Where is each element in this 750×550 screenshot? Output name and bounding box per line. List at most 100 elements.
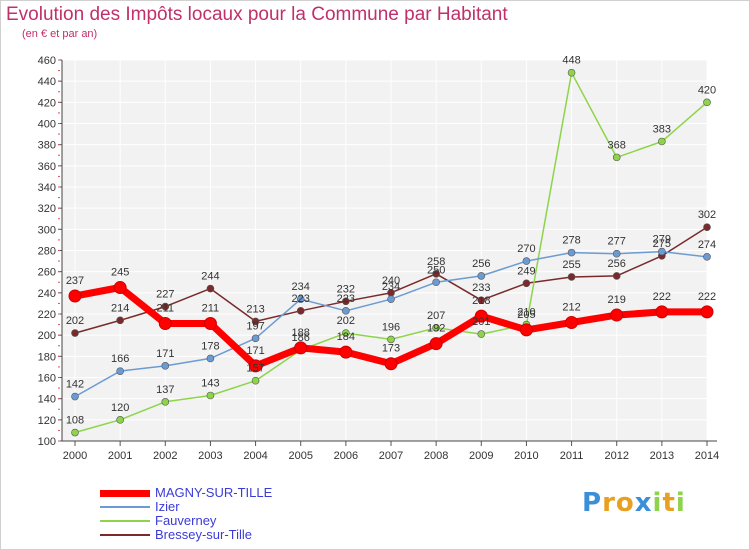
data-point bbox=[116, 367, 124, 375]
data-point bbox=[655, 305, 669, 319]
data-label: 223 bbox=[292, 293, 310, 305]
data-label: 202 bbox=[337, 315, 355, 327]
data-point bbox=[612, 153, 621, 162]
data-point bbox=[477, 330, 486, 338]
data-point bbox=[251, 334, 260, 343]
data-label: 173 bbox=[382, 343, 400, 355]
data-point bbox=[612, 272, 621, 280]
data-label: 137 bbox=[156, 384, 174, 396]
logo-letter: x bbox=[634, 488, 653, 518]
logo-letter: i bbox=[675, 488, 686, 518]
logo-letter: o bbox=[615, 488, 635, 518]
y-tick-label: 240 bbox=[38, 288, 56, 300]
y-tick-label: 400 bbox=[38, 119, 56, 131]
data-point bbox=[387, 295, 395, 303]
data-point bbox=[658, 137, 666, 146]
data-label: 218 bbox=[472, 295, 490, 307]
x-tick-label: 2002 bbox=[153, 450, 177, 462]
x-tick-label: 2013 bbox=[650, 450, 674, 462]
legend-swatch bbox=[100, 534, 150, 536]
data-label: 258 bbox=[427, 256, 445, 268]
x-tick-label: 2001 bbox=[108, 450, 132, 462]
data-point bbox=[206, 284, 215, 293]
logo-letter: i bbox=[652, 488, 663, 518]
legend-label: Fauverney bbox=[155, 513, 217, 528]
data-point bbox=[522, 257, 531, 265]
data-label: 222 bbox=[698, 291, 716, 303]
data-label: 142 bbox=[66, 379, 84, 391]
data-point bbox=[342, 297, 350, 306]
x-tick-label: 2003 bbox=[198, 450, 222, 462]
y-tick-label: 360 bbox=[38, 161, 56, 173]
proxiti-logo: Proxiti bbox=[582, 488, 686, 518]
data-label: 233 bbox=[472, 282, 490, 294]
data-label: 214 bbox=[111, 302, 129, 314]
data-label: 448 bbox=[562, 55, 580, 67]
y-tick-label: 140 bbox=[38, 394, 56, 406]
data-label: 108 bbox=[66, 415, 84, 427]
legend-label: MAGNY-SUR-TILLE bbox=[155, 485, 273, 500]
data-label: 186 bbox=[292, 332, 310, 344]
data-label: 212 bbox=[562, 301, 580, 313]
data-point bbox=[477, 296, 486, 305]
data-label: 213 bbox=[246, 303, 264, 315]
data-point bbox=[161, 302, 170, 311]
data-point bbox=[71, 329, 79, 337]
data-label: 302 bbox=[698, 209, 716, 221]
data-label: 211 bbox=[157, 303, 175, 315]
data-point bbox=[387, 335, 395, 344]
data-point bbox=[567, 68, 576, 77]
data-point bbox=[71, 392, 79, 401]
x-tick-label: 2008 bbox=[424, 450, 448, 462]
data-label: 188 bbox=[292, 327, 310, 339]
data-label: 166 bbox=[111, 353, 129, 365]
data-label: 249 bbox=[517, 265, 535, 277]
y-tick-label: 180 bbox=[38, 351, 56, 363]
data-point bbox=[339, 345, 353, 359]
x-tick-label: 2007 bbox=[379, 450, 403, 462]
data-point bbox=[296, 307, 305, 315]
data-point bbox=[206, 354, 215, 363]
data-label: 270 bbox=[517, 243, 535, 255]
data-label: 240 bbox=[382, 275, 400, 287]
data-point bbox=[251, 317, 260, 326]
y-tick-label: 260 bbox=[38, 267, 56, 279]
data-point bbox=[474, 309, 488, 323]
data-label: 192 bbox=[427, 323, 445, 335]
y-tick-label: 220 bbox=[38, 309, 56, 321]
y-tick-label: 320 bbox=[38, 203, 56, 215]
y-tick-label: 200 bbox=[38, 330, 56, 342]
data-point bbox=[206, 391, 215, 400]
x-tick-label: 2000 bbox=[63, 450, 87, 462]
data-label: 207 bbox=[427, 310, 445, 322]
data-point bbox=[251, 376, 260, 385]
y-tick-label: 380 bbox=[38, 140, 56, 152]
data-label: 184 bbox=[337, 331, 355, 343]
y-tick-label: 420 bbox=[38, 97, 56, 109]
data-point bbox=[703, 223, 711, 232]
data-point bbox=[567, 248, 576, 257]
legend-label: Izier bbox=[155, 499, 180, 514]
data-label: 383 bbox=[653, 123, 671, 135]
logo-letter: P bbox=[582, 488, 603, 518]
data-point bbox=[342, 329, 350, 337]
data-label: 157 bbox=[246, 363, 264, 375]
data-point bbox=[113, 281, 127, 295]
data-label: 202 bbox=[66, 315, 84, 327]
data-label: 368 bbox=[608, 139, 626, 151]
data-label: 227 bbox=[156, 289, 174, 301]
y-tick-label: 160 bbox=[38, 373, 56, 385]
data-point bbox=[658, 247, 666, 256]
data-point bbox=[519, 323, 533, 337]
legend-swatch bbox=[100, 490, 150, 497]
data-point bbox=[203, 317, 217, 331]
data-point bbox=[612, 249, 621, 258]
x-tick-label: 2010 bbox=[514, 450, 538, 462]
y-tick-label: 100 bbox=[38, 436, 56, 448]
data-label: 250 bbox=[427, 264, 445, 276]
legend-swatch bbox=[100, 520, 150, 522]
x-tick-label: 2004 bbox=[243, 450, 267, 462]
y-tick-label: 340 bbox=[38, 182, 56, 194]
data-label: 205 bbox=[517, 309, 535, 321]
